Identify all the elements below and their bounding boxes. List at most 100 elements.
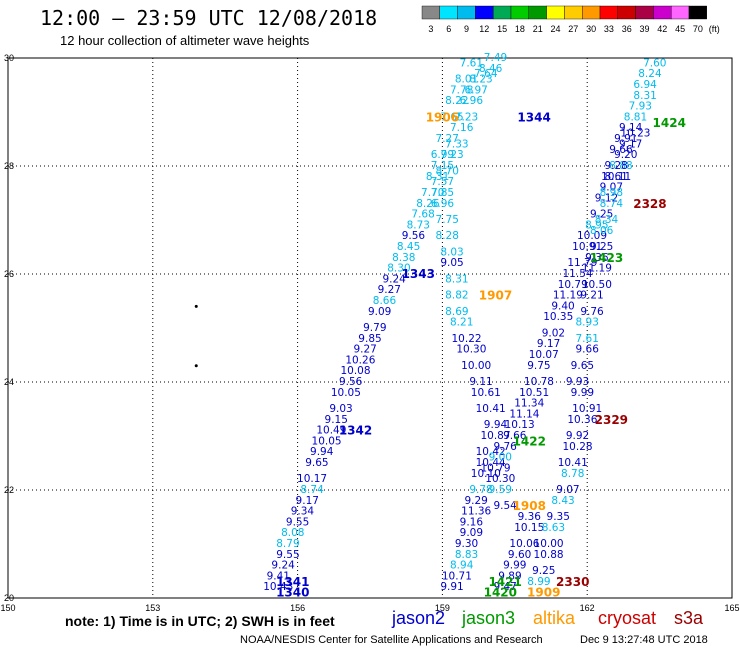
swh-value: 9.92 <box>566 430 589 442</box>
swh-value: 10.78 <box>524 376 554 388</box>
swh-value: 9.85 <box>358 333 381 345</box>
page-title: 12:00 – 23:59 UTC 12/08/2018 <box>40 6 378 30</box>
x-tick-label: 150 <box>0 603 15 613</box>
swh-value: 8.66 <box>373 295 397 307</box>
colorbar-swatch <box>671 5 690 20</box>
swh-value: 10.91 <box>572 403 602 415</box>
swh-value: 10.11 <box>601 171 631 183</box>
colorbar-tick-label: 36 <box>622 24 632 34</box>
swh-value: 7.23 <box>455 111 478 123</box>
colorbar-tick-label: 21 <box>533 24 543 34</box>
swh-value: 9.94 <box>484 419 508 431</box>
swh-value: 9.35 <box>547 511 570 523</box>
swh-value: 7.85 <box>431 187 454 199</box>
swh-value: 11.14 <box>509 408 539 420</box>
swh-value: 10.22 <box>452 333 482 345</box>
swh-value: 8.93 <box>576 317 599 329</box>
swh-value: 8.46 <box>479 63 503 75</box>
swh-value: 9.55 <box>286 516 309 528</box>
note-text: note: 1) Time is in UTC; 2) SWH is in fe… <box>65 613 335 629</box>
colorbar-tick-label: 30 <box>586 24 596 34</box>
swh-value: 9.03 <box>329 403 352 415</box>
swh-value: 9.09 <box>368 306 391 318</box>
swh-value: 7.65 <box>440 111 463 123</box>
swh-value: 9.94 <box>310 446 334 458</box>
colorbar-tick-label: 24 <box>550 24 560 34</box>
swh-value: 9.27 <box>353 344 376 356</box>
colorbar-swatch <box>688 5 707 20</box>
swh-value: 6.99 <box>431 149 454 161</box>
swh-value: 8.88 <box>609 160 632 172</box>
swh-value: 11.54 <box>563 268 593 280</box>
swh-value: 8.63 <box>542 522 565 534</box>
swh-value: 8.98 <box>600 187 623 199</box>
swh-value: 8.99 <box>527 576 550 588</box>
colorbar-tick-label: 70 <box>693 24 703 34</box>
swh-value: 10.43 <box>263 581 293 593</box>
swh-value: 10.09 <box>577 230 607 242</box>
swh-value: 7.57 <box>431 176 454 188</box>
isolated-point <box>194 304 198 308</box>
swh-value: 10.00 <box>461 360 491 372</box>
y-tick-label: 24 <box>4 377 14 387</box>
swh-value: 8.21 <box>450 317 473 329</box>
swh-value: 9.36 <box>585 252 609 264</box>
x-tick-label: 153 <box>145 603 160 613</box>
swh-value: 10.30 <box>485 473 515 485</box>
pass-label: 2329 <box>595 413 628 427</box>
pass-label: 1343 <box>402 267 435 281</box>
swh-value: 10.41 <box>558 457 588 469</box>
swh-value: 10.61 <box>471 387 501 399</box>
swh-value: 10.44 <box>476 457 506 469</box>
colorbar-swatch <box>475 5 494 20</box>
swh-value: 8.95 <box>585 219 608 231</box>
swh-value: 8.22 <box>445 95 468 107</box>
swh-value: 10.07 <box>529 349 559 361</box>
colorbar-swatch <box>510 5 529 20</box>
swh-value: 7.49 <box>484 52 507 64</box>
swh-value: 9.66 <box>503 430 527 442</box>
swh-value: 7.27 <box>436 133 459 145</box>
swh-value: 11.19 <box>582 263 612 275</box>
axis-ticks: 150 153 156 159 162 165 20 22 24 26 28 30 <box>0 53 739 613</box>
swh-value: 9.30 <box>455 538 478 550</box>
colorbar-tick-label: 39 <box>639 24 649 34</box>
swh-value: 10.05 <box>312 435 342 447</box>
swh-value: 8.79 <box>276 538 299 550</box>
swh-value: 9.78 <box>469 484 492 496</box>
swh-value: 9.20 <box>614 149 637 161</box>
x-tick-label: 162 <box>580 603 595 613</box>
swh-value: 10.06 <box>509 538 539 550</box>
swh-value: 9.15 <box>325 414 348 426</box>
y-tick-label: 26 <box>4 269 14 279</box>
swh-value: 9.65 <box>571 360 594 372</box>
swh-value: 9.17 <box>537 338 560 350</box>
swh-value: 9.14 <box>619 122 643 134</box>
colorbar-tick-label: 27 <box>568 24 578 34</box>
swh-value: 9.56 <box>402 230 426 242</box>
swh-value: 10.50 <box>582 279 612 291</box>
swh-value: 10.08 <box>340 365 370 377</box>
swh-value: 8.81 <box>624 111 647 123</box>
swh-value: 9.24 <box>382 273 406 285</box>
swh-value: 7.33 <box>445 138 468 150</box>
pass-label: 1423 <box>590 251 623 265</box>
swh-value: 10.51 <box>519 387 549 399</box>
swh-value: 8.45 <box>397 241 420 253</box>
swh-value: 9.24 <box>271 560 295 572</box>
plot-frame <box>7 57 733 599</box>
swh-value: 8.43 <box>551 495 574 507</box>
swh-value: 6.97 <box>464 84 487 96</box>
pass-label: 1340 <box>276 586 309 600</box>
swh-value: 8.82 <box>445 290 468 302</box>
swh-value: 9.93 <box>566 376 589 388</box>
plot-border <box>7 57 733 599</box>
colorbar-tick-label: 12 <box>479 24 489 34</box>
swh-value: 8.01 <box>455 74 478 86</box>
swh-value: 10.00 <box>534 538 564 550</box>
swh-value: 9.76 <box>580 306 604 318</box>
swh-value: 8.78 <box>561 468 584 480</box>
swh-value: 9.25 <box>590 241 613 253</box>
swh-value: 8.61 <box>604 171 627 183</box>
